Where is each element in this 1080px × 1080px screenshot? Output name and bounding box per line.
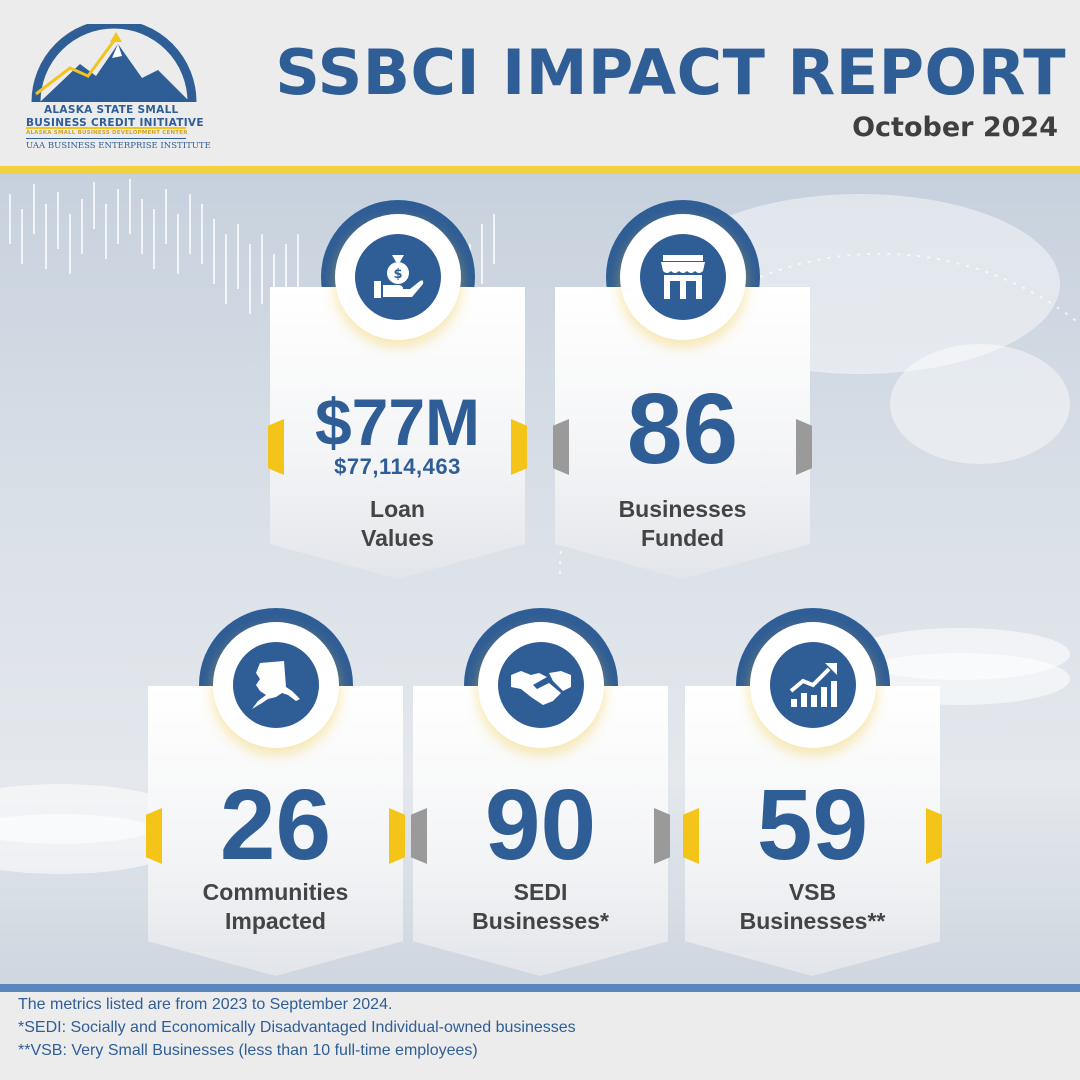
card-tab-right	[654, 808, 670, 864]
stat-label-line1: Communities	[202, 879, 349, 905]
gold-divider	[0, 166, 1080, 174]
icon-badge	[212, 622, 339, 748]
stat-card-communities: 26 Communities Impacted	[146, 608, 405, 978]
stat-label-line2: Values	[361, 525, 434, 551]
stat-value: 86	[626, 373, 739, 485]
card-tab-left	[146, 808, 162, 864]
stat-card-sedi-businesses: 90 SEDI Businesses*	[411, 608, 670, 978]
report-date: October 2024	[852, 112, 1058, 143]
mountain-logo-icon	[31, 24, 197, 103]
storefront-icon	[660, 255, 705, 299]
stat-card-vsb-businesses: 59 VSB Businesses**	[683, 608, 942, 978]
stat-value: $77M	[314, 385, 481, 459]
card-tab-left	[683, 808, 699, 864]
icon-badge	[749, 622, 876, 748]
alaska-map-icon	[251, 661, 300, 709]
stat-card-loan-values: $ $77M $77,114,463 Loan Values	[268, 200, 527, 585]
stat-label-line1: SEDI	[513, 879, 568, 905]
footnote-vsb: **VSB: Very Small Businesses (less than …	[18, 1042, 478, 1059]
money-bag-hand-icon: $	[373, 255, 423, 298]
stat-value: 26	[219, 769, 332, 881]
header: ALASKA STATE SMALL BUSINESS CREDIT INITI…	[0, 0, 1080, 166]
card-tab-right	[926, 808, 942, 864]
card-tab-right	[796, 419, 812, 475]
card-tab-right	[389, 808, 405, 864]
stat-label-line2: Businesses*	[472, 908, 609, 934]
stat-label-line1: VSB	[788, 879, 837, 905]
icon-badge	[619, 214, 746, 340]
logo-text-line3: ALASKA SMALL BUSINESS DEVELOPMENT CENTER	[26, 130, 188, 136]
stat-label-line2: Funded	[640, 525, 725, 551]
logo-text-line1: ALASKA STATE SMALL	[44, 104, 179, 116]
stat-card-businesses-funded: 86 Businesses Funded	[553, 200, 812, 585]
logo: ALASKA STATE SMALL BUSINESS CREDIT INITI…	[22, 24, 211, 154]
footer: The metrics listed are from 2023 to Sept…	[0, 992, 1080, 1080]
footnote-period: The metrics listed are from 2023 to Sept…	[18, 996, 393, 1013]
card-tab-left	[268, 419, 284, 475]
card-tab-left	[411, 808, 427, 864]
logo-text-line2: BUSINESS CREDIT INITIATIVE	[26, 117, 204, 129]
logo-divider	[26, 127, 186, 129]
growth-chart-icon	[789, 663, 837, 707]
stat-value: 90	[484, 769, 597, 881]
blue-divider	[0, 984, 1080, 992]
card-tab-right	[511, 419, 527, 475]
stat-label-line2: Impacted	[225, 908, 326, 934]
handshake-icon	[510, 671, 571, 705]
stat-exact-value: $77,114,463	[334, 454, 461, 479]
logo-divider-2	[26, 138, 186, 139]
footnote-sedi: *SEDI: Socially and Economically Disadva…	[18, 1019, 576, 1036]
logo-text-line4: UAA BUSINESS ENTERPRISE INSTITUTE	[26, 141, 211, 151]
icon-badge: $	[334, 214, 461, 340]
stat-label-line1: Loan	[370, 496, 425, 522]
stat-label-line1: Businesses	[618, 496, 747, 522]
page-title: SSBCI IMPACT REPORT	[275, 36, 1066, 109]
icon-badge	[477, 622, 604, 748]
stat-value: 59	[756, 769, 869, 881]
stat-label-line2: Businesses**	[739, 908, 886, 934]
svg-text:$: $	[393, 267, 402, 282]
card-tab-left	[553, 419, 569, 475]
